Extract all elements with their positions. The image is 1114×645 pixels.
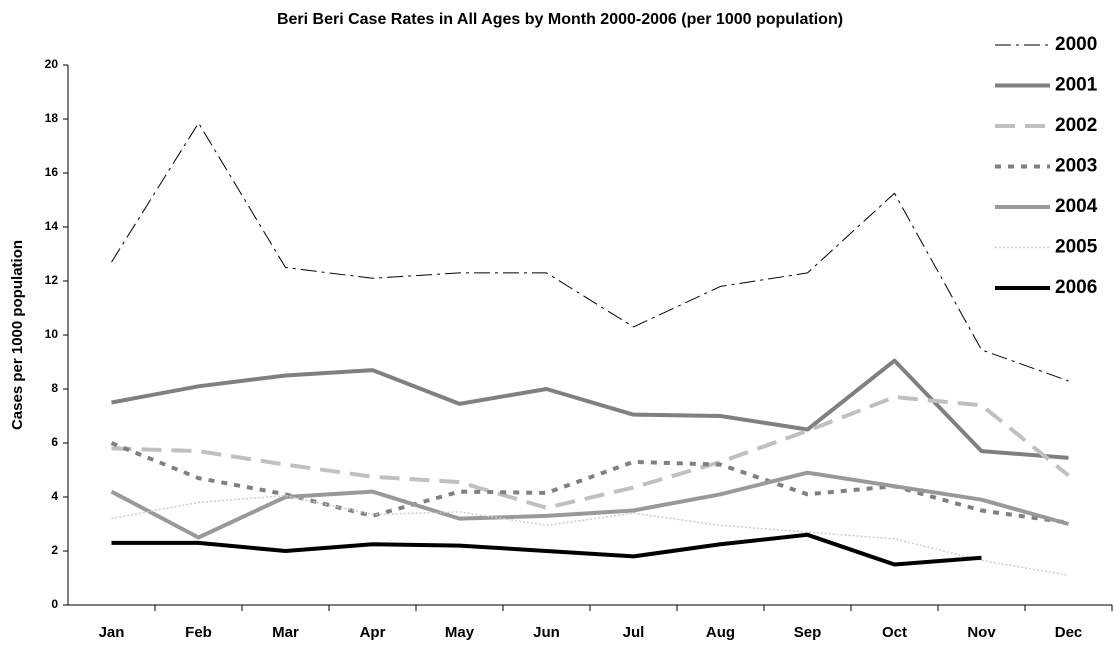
x-tick-label: Jan <box>99 624 125 641</box>
y-tick-label: 10 <box>45 327 59 341</box>
y-tick-label: 20 <box>45 57 59 71</box>
y-tick-label: 6 <box>51 435 58 449</box>
x-tick-label: Aug <box>706 624 735 641</box>
y-tick-label: 8 <box>51 381 58 395</box>
series-line <box>111 358 1069 460</box>
y-tick-label: 18 <box>45 111 59 125</box>
y-tick-label: 16 <box>45 165 59 179</box>
series-line <box>111 122 1069 382</box>
series-line <box>111 395 1070 510</box>
x-tick-label: May <box>445 624 475 641</box>
x-tick-label: Apr <box>360 624 386 641</box>
y-tick-label: 12 <box>45 273 59 287</box>
y-tick-label: 0 <box>51 597 58 611</box>
y-tick-label: 4 <box>51 489 58 503</box>
legend-label: 2005 <box>1055 237 1098 258</box>
series-line <box>110 470 1070 540</box>
series-line <box>111 494 1069 577</box>
legend-label: 2000 <box>1055 34 1097 55</box>
x-tick-label: Sep <box>794 624 822 641</box>
legend-label: 2002 <box>1055 115 1097 136</box>
chart-title: Beri Beri Case Rates in All Ages by Mont… <box>277 11 843 28</box>
legend-label: 2003 <box>1055 156 1097 177</box>
y-tick-label: 14 <box>45 219 59 233</box>
legend-label: 2006 <box>1055 277 1097 298</box>
x-tick-label: Feb <box>185 624 212 641</box>
x-tick-label: Mar <box>272 624 299 641</box>
x-tick-label: Oct <box>882 624 907 641</box>
x-tick-label: Dec <box>1055 624 1083 641</box>
legend-label: 2004 <box>1055 196 1098 217</box>
series-line <box>111 532 982 567</box>
y-tick-label: 2 <box>51 543 58 557</box>
x-tick-label: Jun <box>533 624 560 641</box>
x-tick-label: Nov <box>967 624 996 641</box>
y-axis-label: Cases per 1000 population <box>9 240 26 430</box>
x-tick-label: Jul <box>623 624 645 641</box>
legend-label: 2001 <box>1055 75 1098 96</box>
